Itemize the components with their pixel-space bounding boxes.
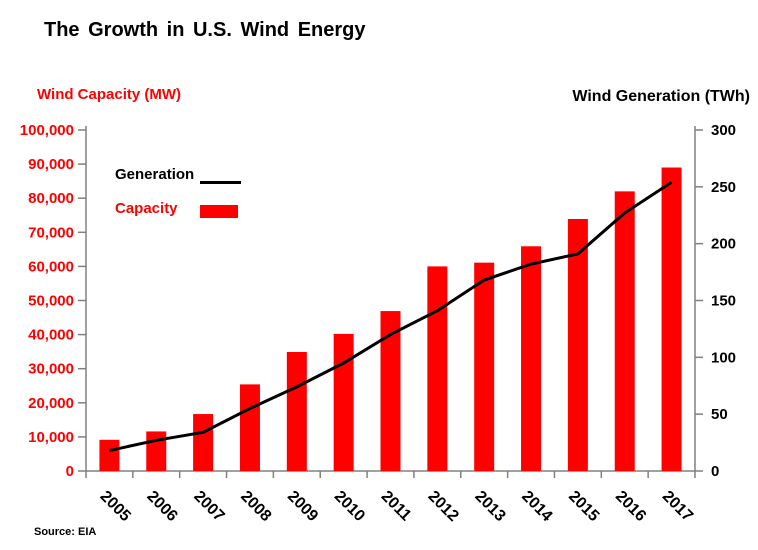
x-axis-year-label: 2009	[284, 488, 321, 525]
left-axis-tick-label: 60,000	[28, 258, 74, 275]
x-axis-year-label: 2016	[612, 488, 649, 525]
source-note: Source: EIA	[34, 526, 97, 538]
left-axis-tick-label: 10,000	[28, 429, 74, 446]
left-axis-tick-label: 50,000	[28, 293, 74, 310]
x-axis-year-label: 2012	[425, 488, 462, 525]
x-axis-year-label: 2008	[237, 488, 274, 525]
right-axis-title: Wind Generation (TWh)	[572, 88, 750, 105]
capacity-bar-2010	[333, 333, 354, 471]
left-axis-tick-label: 90,000	[28, 156, 74, 173]
x-axis-year-label: 2015	[565, 488, 602, 525]
capacity-bar-2011	[380, 311, 401, 471]
right-axis-tick-label: 300	[711, 122, 736, 139]
left-axis-tick-label: 20,000	[28, 395, 74, 412]
right-axis-tick-label: 100	[711, 349, 736, 366]
capacity-bar-2017	[661, 167, 682, 471]
right-axis-tick-label: 50	[711, 406, 728, 423]
left-axis-title: Wind Capacity (MW)	[37, 86, 182, 103]
right-axis-tick-label: 200	[711, 236, 736, 253]
right-axis-tick-label: 150	[711, 293, 736, 310]
chart-title: The Growth in U.S. Wind Energy	[44, 19, 366, 41]
capacity-bar-2014	[521, 246, 542, 471]
x-axis-year-label: 2005	[97, 488, 134, 525]
x-axis-year-label: 2011	[378, 488, 415, 525]
capacity-bar-2005	[99, 439, 120, 471]
x-axis-year-label: 2007	[190, 488, 227, 525]
x-axis-year-label: 2010	[331, 488, 368, 525]
left-axis-tick-label: 40,000	[28, 327, 74, 344]
capacity-bar-2013	[474, 262, 495, 471]
right-axis-tick-label: 250	[711, 179, 736, 196]
left-axis-tick-label: 70,000	[28, 224, 74, 241]
left-axis-tick-label: 0	[66, 463, 74, 480]
x-axis-year-label: 2014	[518, 488, 555, 525]
capacity-bar-2006	[146, 431, 167, 471]
generation-line	[109, 181, 673, 453]
x-axis-year-label: 2017	[659, 488, 696, 525]
capacity-bar-2007	[193, 414, 214, 471]
capacity-bar-2008	[239, 384, 260, 471]
capacity-bar-2016	[614, 191, 635, 471]
left-axis-tick-label: 80,000	[28, 190, 74, 207]
left-axis-tick-label: 30,000	[28, 361, 74, 378]
capacity-bar-2015	[567, 219, 588, 471]
x-axis-year-label: 2013	[471, 488, 508, 525]
left-axis-tick-label: 100,000	[20, 122, 74, 139]
capacity-bar-2012	[427, 266, 448, 471]
right-axis-tick-label: 0	[711, 463, 719, 480]
x-axis-year-label: 2006	[143, 488, 180, 525]
capacity-bar-2009	[286, 351, 307, 471]
